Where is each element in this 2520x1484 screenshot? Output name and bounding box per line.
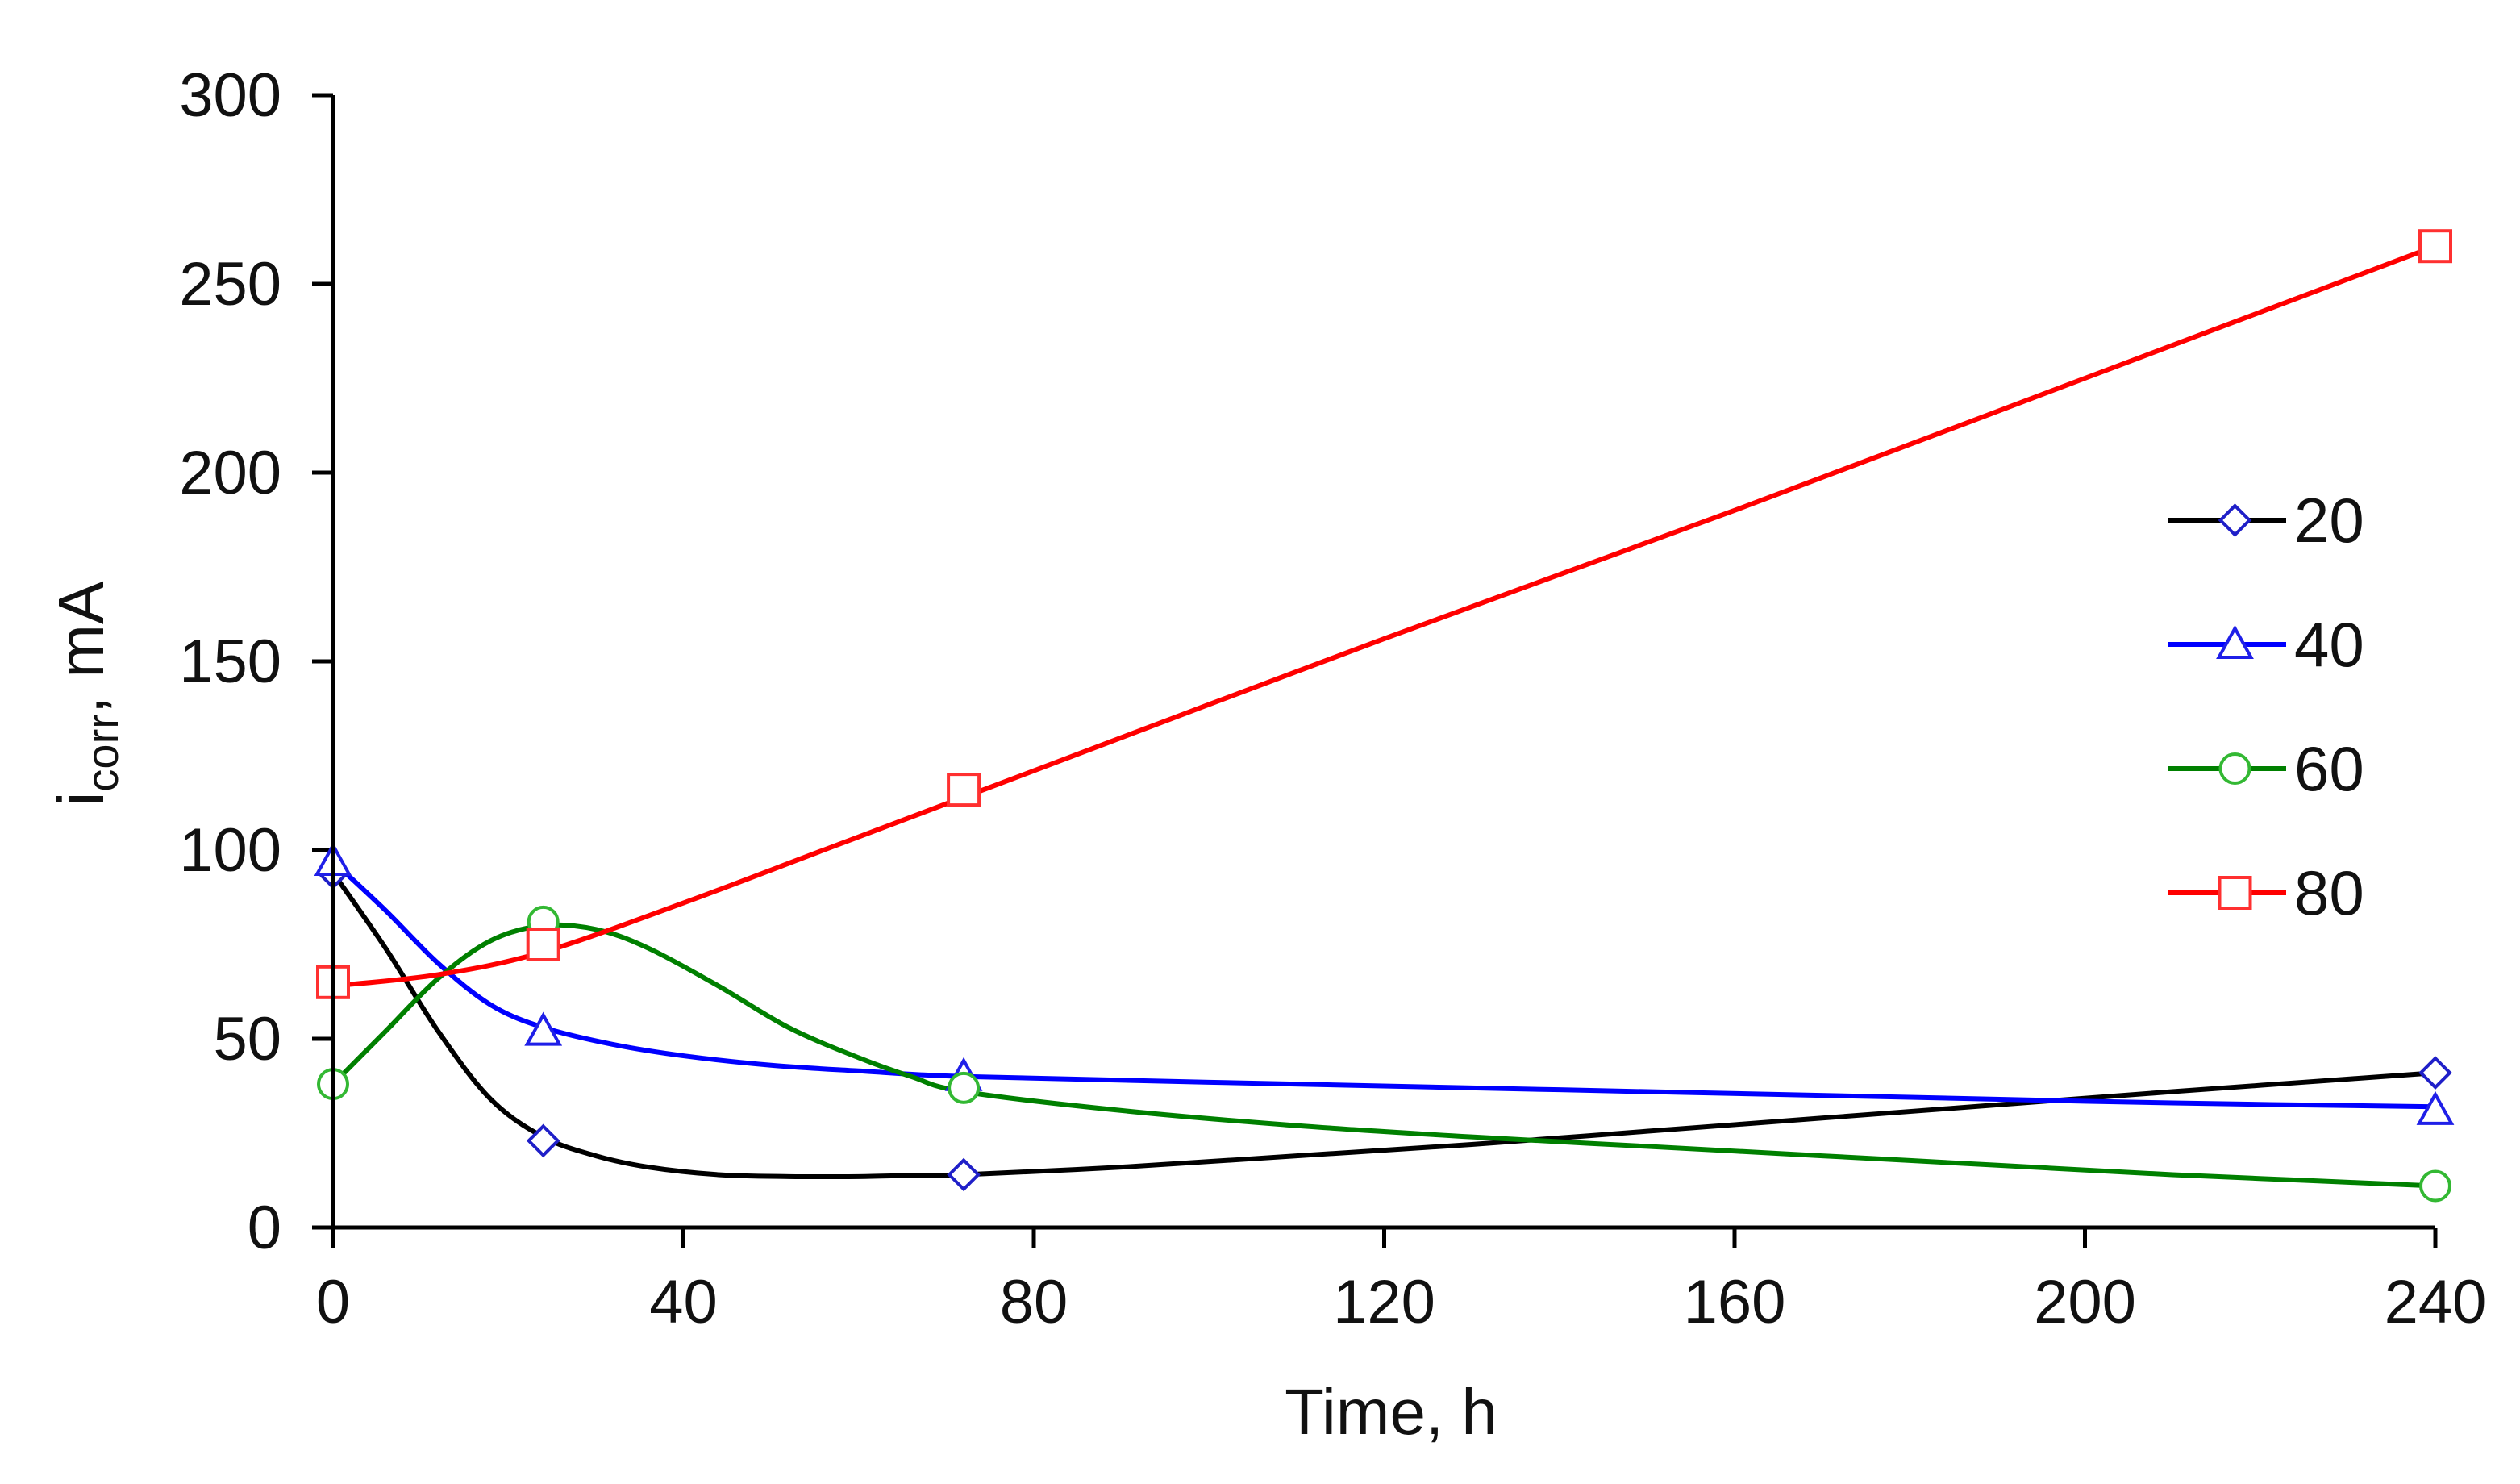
data-point-60 xyxy=(2419,1169,2451,1203)
legend-marker xyxy=(2218,752,2251,785)
x-tick-label: 40 xyxy=(649,1268,718,1336)
series-line-20 xyxy=(331,870,2438,1180)
y-axis-title: icorr, mA xyxy=(45,581,127,806)
data-point-80 xyxy=(947,773,981,807)
y-tick-label: 0 xyxy=(248,1194,281,1262)
y-tick-label: 100 xyxy=(179,816,281,885)
y-axis-ticks: 0 50 100 150 200 250 300 xyxy=(179,61,333,1262)
y-tick-label: 200 xyxy=(179,439,281,507)
legend: 20 40 60 80 xyxy=(2168,485,2364,928)
data-point-80 xyxy=(2418,229,2452,264)
y-axis-title-subscript: corr xyxy=(77,714,127,791)
x-tick-label: 240 xyxy=(2385,1268,2487,1336)
x-tick-label: 160 xyxy=(1684,1268,1786,1336)
legend-label: 80 xyxy=(2294,857,2364,928)
data-point-20 xyxy=(947,1157,981,1192)
legend-item-60: 60 xyxy=(2168,733,2364,804)
x-tick-label: 80 xyxy=(1000,1268,1068,1336)
legend-item-80: 80 xyxy=(2168,857,2364,928)
y-tick-label: 250 xyxy=(179,250,281,319)
y-tick-label: 50 xyxy=(213,1005,281,1073)
data-point-60 xyxy=(948,1071,981,1104)
legend-item-20: 20 xyxy=(2168,485,2364,556)
y-tick-label: 150 xyxy=(179,627,281,696)
legend-item-40: 40 xyxy=(2168,609,2364,680)
x-axis-ticks: 0 40 80 120 160 200 240 xyxy=(316,1228,2487,1336)
x-tick-label: 200 xyxy=(2034,1268,2136,1336)
y-tick-label: 300 xyxy=(179,61,281,130)
data-point-20 xyxy=(526,1123,560,1158)
legend-label: 60 xyxy=(2294,733,2364,804)
y-axis-title-unit: , mA xyxy=(45,581,117,714)
data-point-80 xyxy=(526,928,560,961)
data-point-20 xyxy=(2418,1056,2452,1090)
data-point-40 xyxy=(2416,1090,2455,1125)
legend-marker xyxy=(2218,876,2252,910)
data-point-40 xyxy=(524,1011,563,1046)
x-tick-label: 0 xyxy=(316,1268,350,1336)
y-axis-title-main: i xyxy=(45,792,117,807)
x-axis-title: Time, h xyxy=(1285,1376,1497,1448)
legend-label: 40 xyxy=(2294,609,2364,680)
x-tick-label: 120 xyxy=(1333,1268,1435,1336)
legend-marker xyxy=(2216,624,2254,659)
legend-label: 20 xyxy=(2294,485,2364,556)
legend-marker xyxy=(2218,503,2252,537)
